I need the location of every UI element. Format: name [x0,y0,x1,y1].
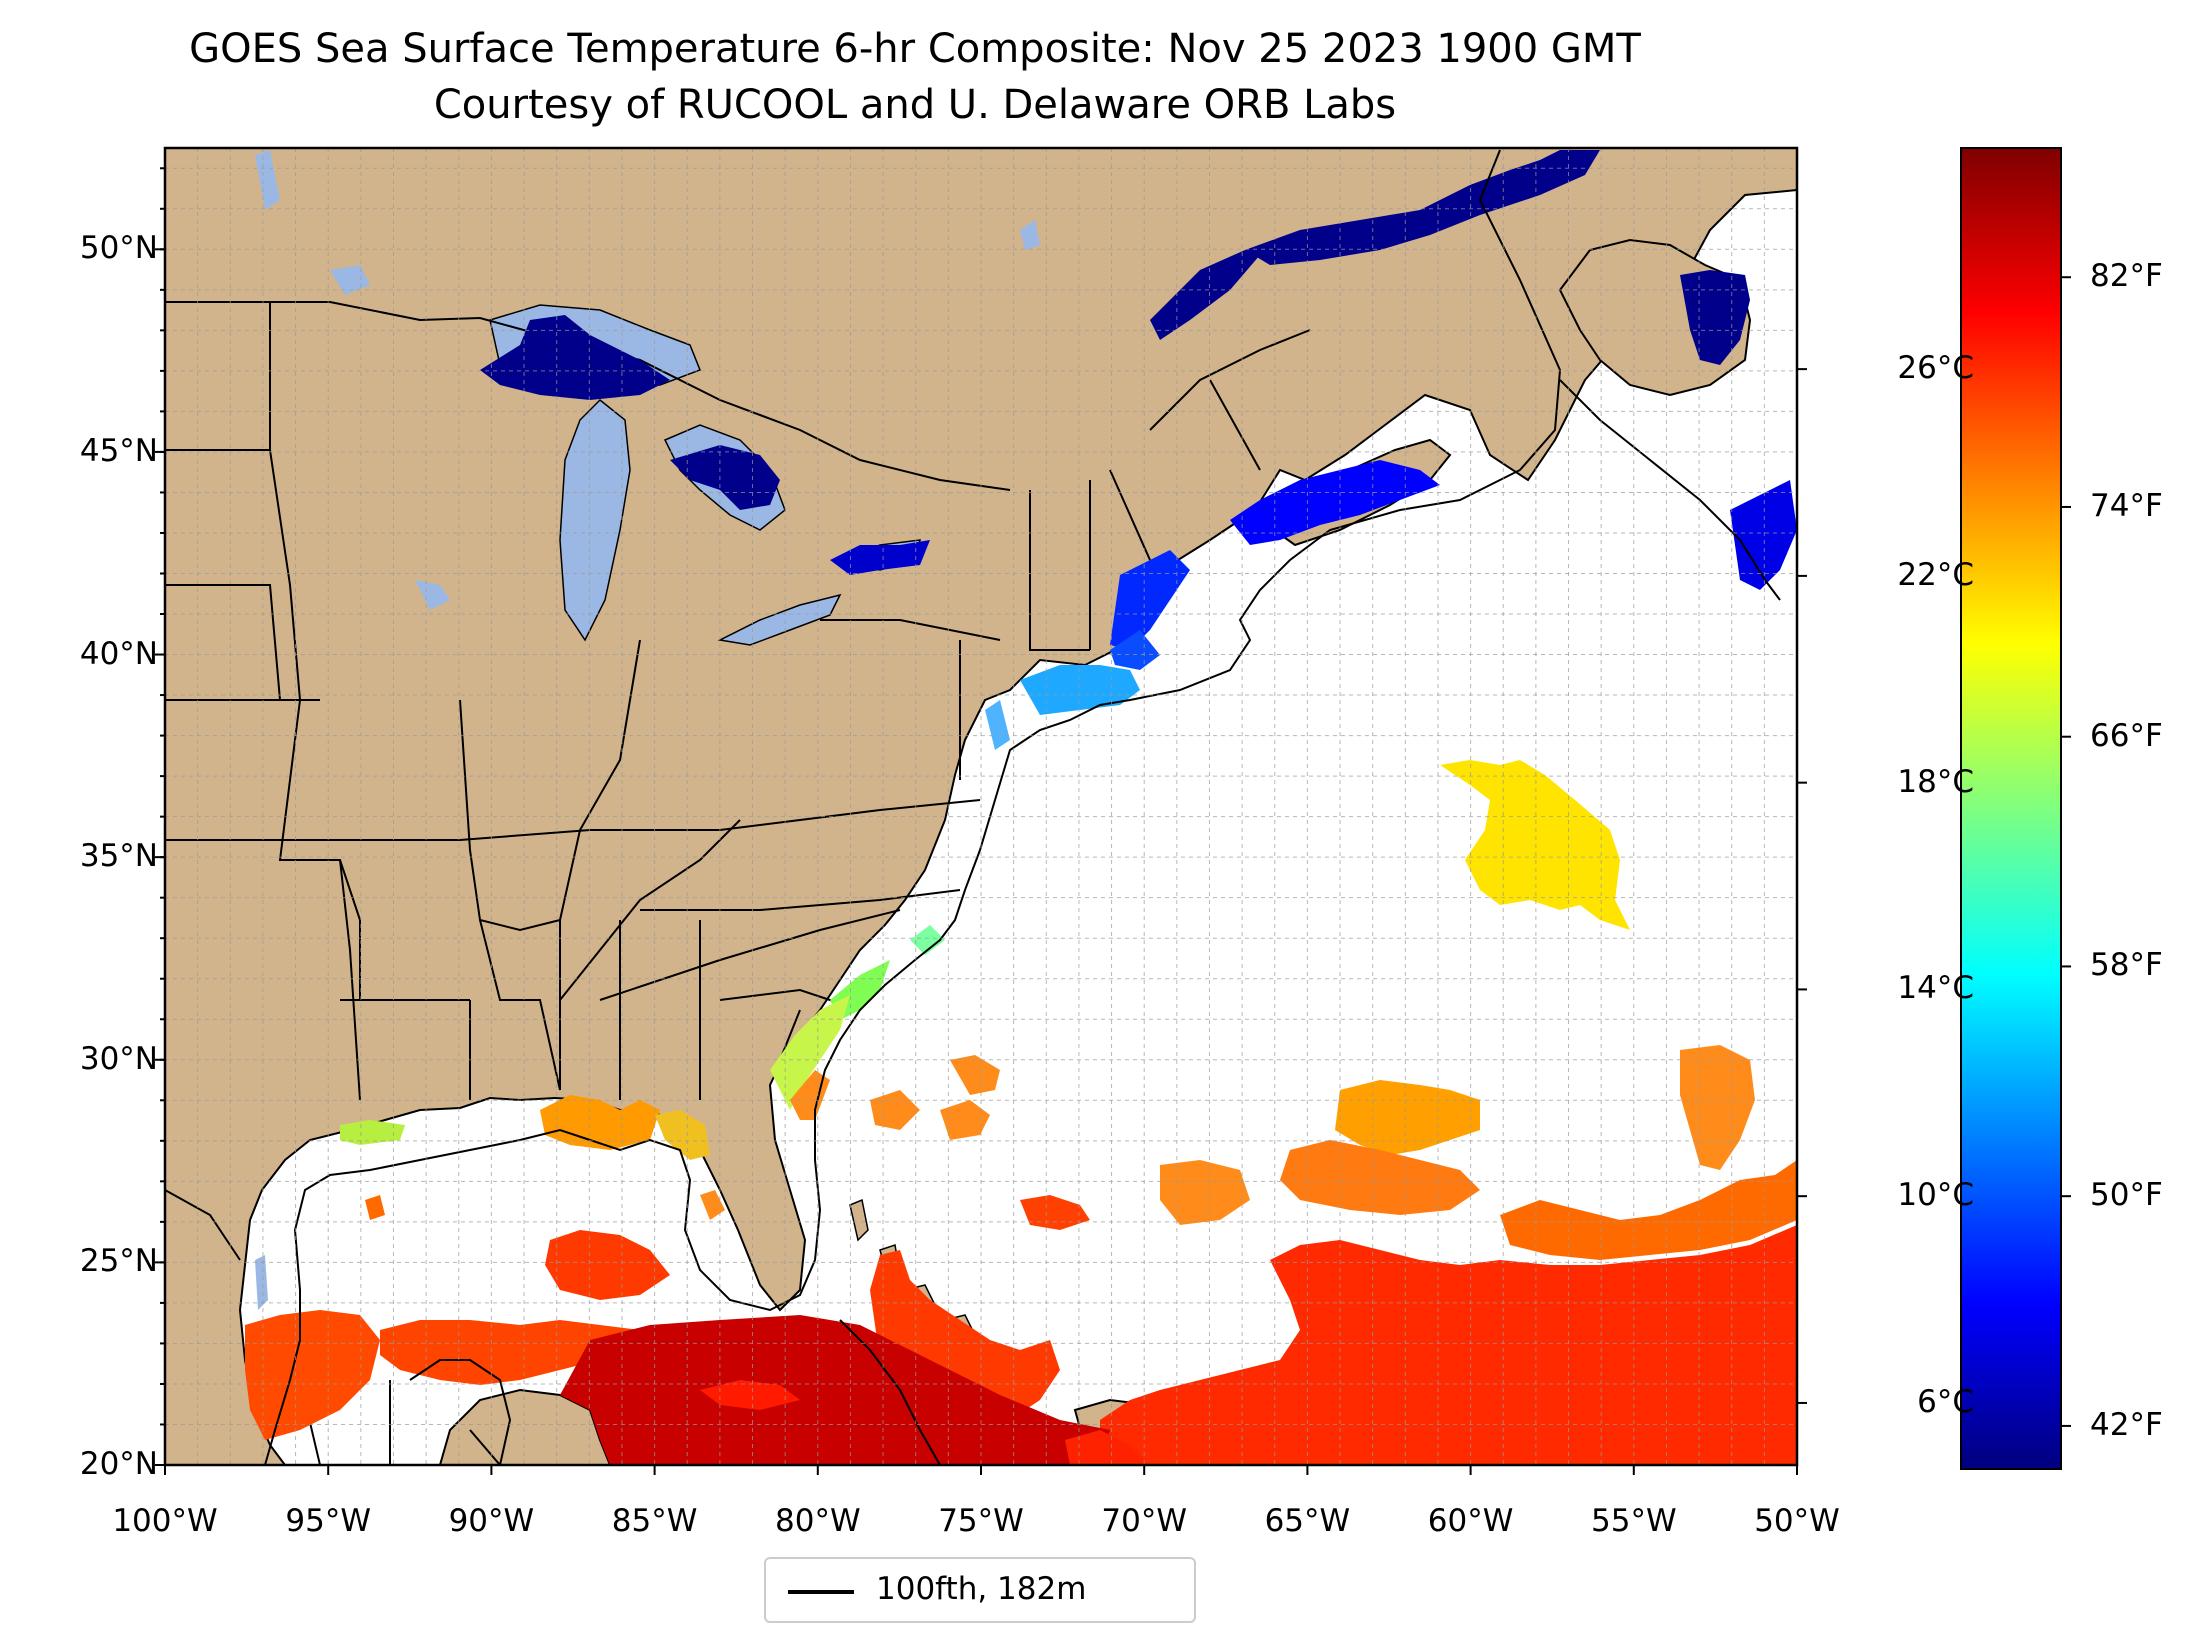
colorbar-c-label: 6°C [1917,1383,1974,1420]
lon-tick-label: 70°W [1101,1503,1187,1539]
lon-tick-label: 90°W [448,1503,535,1539]
colorbar-c-label: 26°C [1897,350,1974,387]
colorbar-f-label: 58°F [2090,947,2163,984]
map-gridlines [165,148,1797,1465]
map-frame [163,146,1799,1467]
colorbar-f-label: 82°F [2090,258,2163,295]
lon-tick-label: 85°W [611,1503,698,1539]
isobath-grand-banks [1559,379,1781,601]
colorbar-c-label: 10°C [1897,1177,1974,1214]
colorbar-c-label: 14°C [1897,970,1974,1007]
political-borders [165,301,1311,1465]
colorbar-f-label: 42°F [2090,1406,2163,1443]
lat-tick-label: 25°N [79,1243,158,1280]
lon-tick-label: 60°W [1427,1503,1514,1539]
isobath-gulf-inner [409,1359,512,1465]
colorbar-c-label: 22°C [1897,556,1974,593]
lon-tick-label: 65°W [1264,1503,1351,1539]
lon-tick-label: 75°W [938,1503,1024,1539]
lon-tick-label: 95°W [285,1503,371,1539]
legend-line-swatch [788,1590,854,1594]
sst-data-patches [245,150,1797,1465]
lon-tick-label: 50°W [1754,1503,1840,1539]
colorbar-c-label: 18°C [1897,763,1974,800]
colorbar-gradient [1960,147,2062,1470]
colorbar-f-label: 74°F [2090,487,2163,524]
figure-subtitle: Courtesy of RUCOOL and U. Delaware ORB L… [433,82,1397,128]
lat-tick-label: 20°N [79,1446,158,1482]
lat-tick-label: 40°N [79,635,158,672]
lon-tick-label: 55°W [1590,1503,1677,1539]
lon-tick-label: 100°W [112,1503,218,1539]
isobath-caribbean [839,1319,941,1465]
lat-tick-label: 50°N [79,230,158,267]
legend: 100fth, 182m [764,1557,1196,1623]
lat-tick-label: 30°N [79,1040,158,1077]
colorbar-f-label: 66°F [2090,717,2163,754]
lat-tick-label: 45°N [79,432,158,469]
legend-label: 100fth, 182m [876,1571,1087,1607]
colorbar-ticks [1797,276,2071,1427]
isobath-100fth-contour [264,149,1562,1465]
lat-tick-label: 35°N [79,838,158,875]
colorbar-f-label: 50°F [2090,1177,2163,1214]
figure-title: GOES Sea Surface Temperature 6-hr Compos… [189,26,1641,72]
lon-tick-label: 80°W [774,1503,861,1539]
